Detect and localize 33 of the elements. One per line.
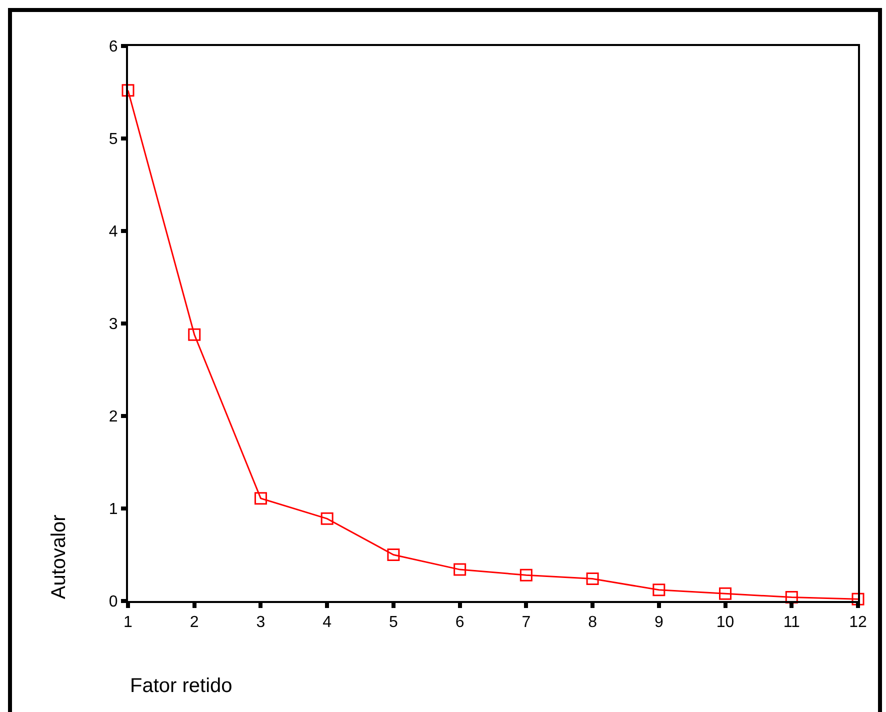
point [852,592,864,606]
x-tick-label: 7 [522,614,531,632]
point [188,328,201,341]
x-tick-label: 4 [322,614,332,632]
point [520,568,532,582]
y-tick-label: 5 [108,131,118,148]
x-tick-label: 6 [455,614,464,632]
x-tick-label: 12 [849,614,867,632]
y-tick-label: 1 [108,501,118,518]
point [785,591,798,604]
y-axis-title: Autovalor [48,514,70,600]
x-tick-label: 3 [256,614,266,632]
x-tick-label: 8 [588,614,598,632]
x-tick-label: 11 [783,614,800,632]
point [320,512,334,525]
point [719,587,732,600]
y-tick-label: 2 [108,408,118,426]
x-tick-label: 2 [190,614,199,632]
point [586,572,599,586]
point [387,548,400,561]
y-tick-label: 0 [108,594,118,611]
x-tick-label: 10 [716,614,734,632]
x-axis-title: Fator retido [130,675,232,697]
y-tick-label: 6 [108,38,118,56]
x-tick-label: 5 [388,614,398,632]
x-tick-label: 1 [124,614,133,632]
y-tick-label: 3 [108,316,118,334]
x-tick-label: 9 [654,614,664,632]
point [122,84,134,97]
point [254,492,267,505]
point [652,584,666,596]
y-tick-label: 4 [108,224,118,241]
point [454,563,466,576]
